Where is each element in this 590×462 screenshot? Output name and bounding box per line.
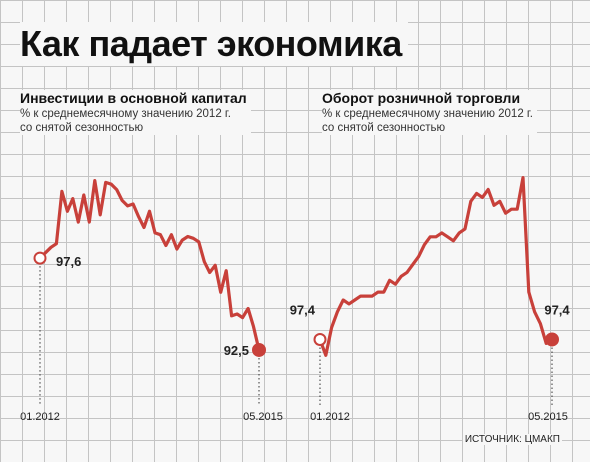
left-chart-title: Инвестиции в основной капитал [20, 90, 247, 106]
right-chart-subtitle-1: % к среднемесячному значению 2012 г. [322, 108, 533, 120]
left-x-end-label: 05.2015 [243, 411, 283, 423]
right-x-end-label: 05.2015 [528, 411, 568, 423]
left-start-point [33, 251, 47, 265]
left-x-start-label: 01.2012 [20, 411, 60, 423]
right-panel-header: Оборот розничной торговли % к среднемеся… [322, 90, 537, 135]
left-panel-header: Инвестиции в основной капитал % к средне… [20, 90, 251, 135]
left-end-value-label: 92,5 [224, 343, 249, 358]
left-start-value-label: 97,6 [56, 254, 81, 269]
source-note: ИСТОЧНИК: ЦМАКП [462, 434, 562, 445]
right-chart-subtitle-2: со снятой сезонностью [322, 122, 446, 134]
left-chart-subtitle-1: % к среднемесячному значению 2012 г. [20, 108, 231, 120]
right-end-value-label: 97,4 [544, 302, 570, 317]
right-start-point [313, 332, 327, 346]
left-chart-subtitle-2: со снятой сезонностью [20, 122, 144, 134]
right-chart-title: Оборот розничной торговли [322, 90, 521, 106]
right-series-line [318, 176, 554, 357]
right-start-value-label: 97,4 [290, 302, 316, 317]
left-end-point [252, 342, 266, 357]
right-x-start-label: 01.2012 [310, 411, 350, 423]
right-end-point [545, 332, 559, 347]
left-series-line [38, 179, 261, 352]
page-title: Как падает экономика [20, 22, 408, 66]
